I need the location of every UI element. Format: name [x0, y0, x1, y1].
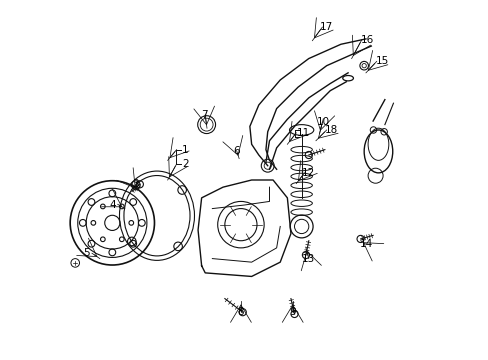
Text: 9: 9 [289, 307, 295, 317]
FancyArrowPatch shape [314, 111, 334, 130]
Text: 5: 5 [83, 248, 90, 258]
Text: 10: 10 [316, 117, 329, 127]
FancyArrowPatch shape [298, 161, 317, 181]
FancyArrowPatch shape [301, 251, 321, 271]
FancyArrowPatch shape [230, 305, 251, 322]
FancyArrowPatch shape [116, 168, 135, 188]
FancyArrowPatch shape [314, 18, 332, 38]
FancyArrowPatch shape [223, 135, 242, 155]
FancyArrowPatch shape [102, 189, 122, 207]
Text: 17: 17 [319, 22, 332, 32]
FancyArrowPatch shape [363, 243, 383, 261]
Text: 1: 1 [182, 145, 188, 155]
FancyArrowPatch shape [289, 121, 308, 141]
Text: 13: 13 [302, 253, 315, 264]
FancyArrowPatch shape [77, 238, 97, 257]
Text: 16: 16 [360, 35, 373, 45]
Text: 15: 15 [375, 57, 388, 66]
Text: 8: 8 [237, 307, 244, 317]
FancyArrowPatch shape [170, 138, 189, 158]
FancyArrowPatch shape [282, 305, 303, 322]
Text: 4: 4 [109, 200, 115, 210]
Text: 2: 2 [182, 159, 188, 169]
Text: 12: 12 [302, 168, 315, 178]
FancyArrowPatch shape [168, 157, 186, 177]
FancyArrowPatch shape [367, 50, 387, 70]
Text: 11: 11 [296, 128, 309, 138]
Text: 3: 3 [132, 179, 139, 189]
FancyArrowPatch shape [193, 106, 214, 125]
Text: 7: 7 [201, 110, 207, 120]
Text: 14: 14 [359, 239, 372, 249]
FancyArrowPatch shape [318, 118, 337, 138]
FancyArrowPatch shape [352, 35, 370, 55]
Text: 6: 6 [233, 146, 240, 156]
Text: 18: 18 [324, 125, 337, 135]
